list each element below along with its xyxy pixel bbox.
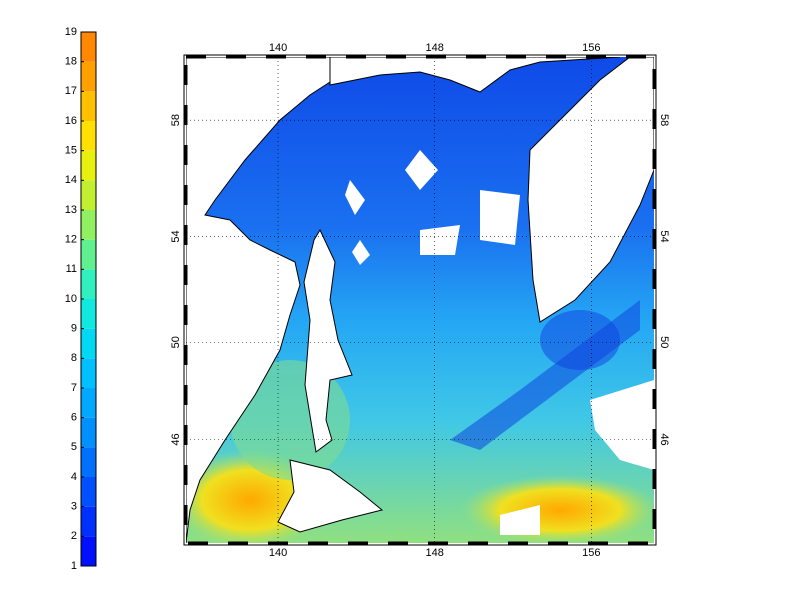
x-tick-label: 148 (426, 42, 444, 54)
color-band (81, 328, 96, 359)
colorbar-tick-label: 5 (71, 441, 77, 453)
kamchatka (527, 57, 654, 323)
warm-patch (460, 475, 654, 543)
colorbar-tick-label: 2 (71, 530, 77, 542)
map: 140 140 148 148 156 156 46 46 50 50 54 54 58 58 (170, 42, 670, 559)
hokkaido (277, 459, 384, 533)
frame (183, 54, 657, 546)
colorbar-tick-label: 16 (65, 115, 77, 127)
y-tick-label: 46 (658, 433, 670, 445)
color-band (81, 477, 96, 507)
y-tick-label: 54 (170, 230, 182, 242)
x-tick-label: 140 (269, 42, 287, 54)
north-coast (329, 57, 621, 93)
colorbar-tick-label: 10 (65, 293, 77, 305)
color-band (81, 150, 96, 181)
colorbar-tick-label: 6 (71, 412, 77, 424)
x-tick-label: 156 (582, 42, 600, 54)
color-band (81, 506, 96, 537)
color-band (81, 61, 96, 92)
colorbar-tick-label: 17 (65, 85, 77, 97)
color-band (81, 91, 96, 121)
color-band (81, 210, 96, 240)
dark-patch (540, 310, 620, 370)
y-tick-label: 54 (658, 230, 670, 242)
colorbar-tick-label: 13 (65, 204, 77, 216)
colorbar-tick-label: 7 (71, 382, 77, 394)
field (186, 57, 654, 543)
colorbar-tick-label: 4 (71, 471, 77, 483)
y-tick-label: 50 (658, 336, 670, 348)
colorbar-tick-label: 3 (71, 501, 77, 513)
colorbar-tick-label: 1 (71, 560, 77, 572)
colorbar-tick-label: 15 (65, 145, 77, 157)
y-tick-label: 50 (170, 336, 182, 348)
no-data (590, 380, 654, 470)
y-tick-label: 58 (170, 114, 182, 126)
color-band (81, 536, 96, 566)
colorbar-tick-label: 18 (65, 56, 77, 68)
x-tick-label: 140 (269, 547, 287, 559)
colorbar-tick-label: 11 (66, 263, 77, 275)
colorbar-tick-label: 12 (65, 234, 77, 246)
y-tick-label: 46 (170, 433, 182, 445)
x-tick-label: 148 (426, 547, 444, 559)
color-band (81, 299, 96, 329)
color-band (81, 388, 96, 418)
mainland (186, 57, 331, 543)
color-band (81, 447, 96, 477)
sakhalin (303, 228, 353, 453)
color-band (81, 417, 96, 448)
color-band (81, 32, 96, 62)
no-data (345, 150, 520, 265)
x-tick-label: 156 (582, 547, 600, 559)
colorbar-tick-label: 8 (71, 352, 77, 364)
color-band (81, 121, 96, 151)
colorbar-tick-label: 14 (65, 174, 77, 186)
colorbar-tick-label: 19 (65, 26, 77, 38)
color-band (81, 358, 96, 388)
color-band (81, 180, 96, 210)
y-tick-label: 58 (658, 114, 670, 126)
color-band (81, 269, 96, 299)
color-band (81, 239, 96, 270)
no-data (500, 505, 540, 535)
colorbar-tick-label: 9 (71, 323, 77, 335)
